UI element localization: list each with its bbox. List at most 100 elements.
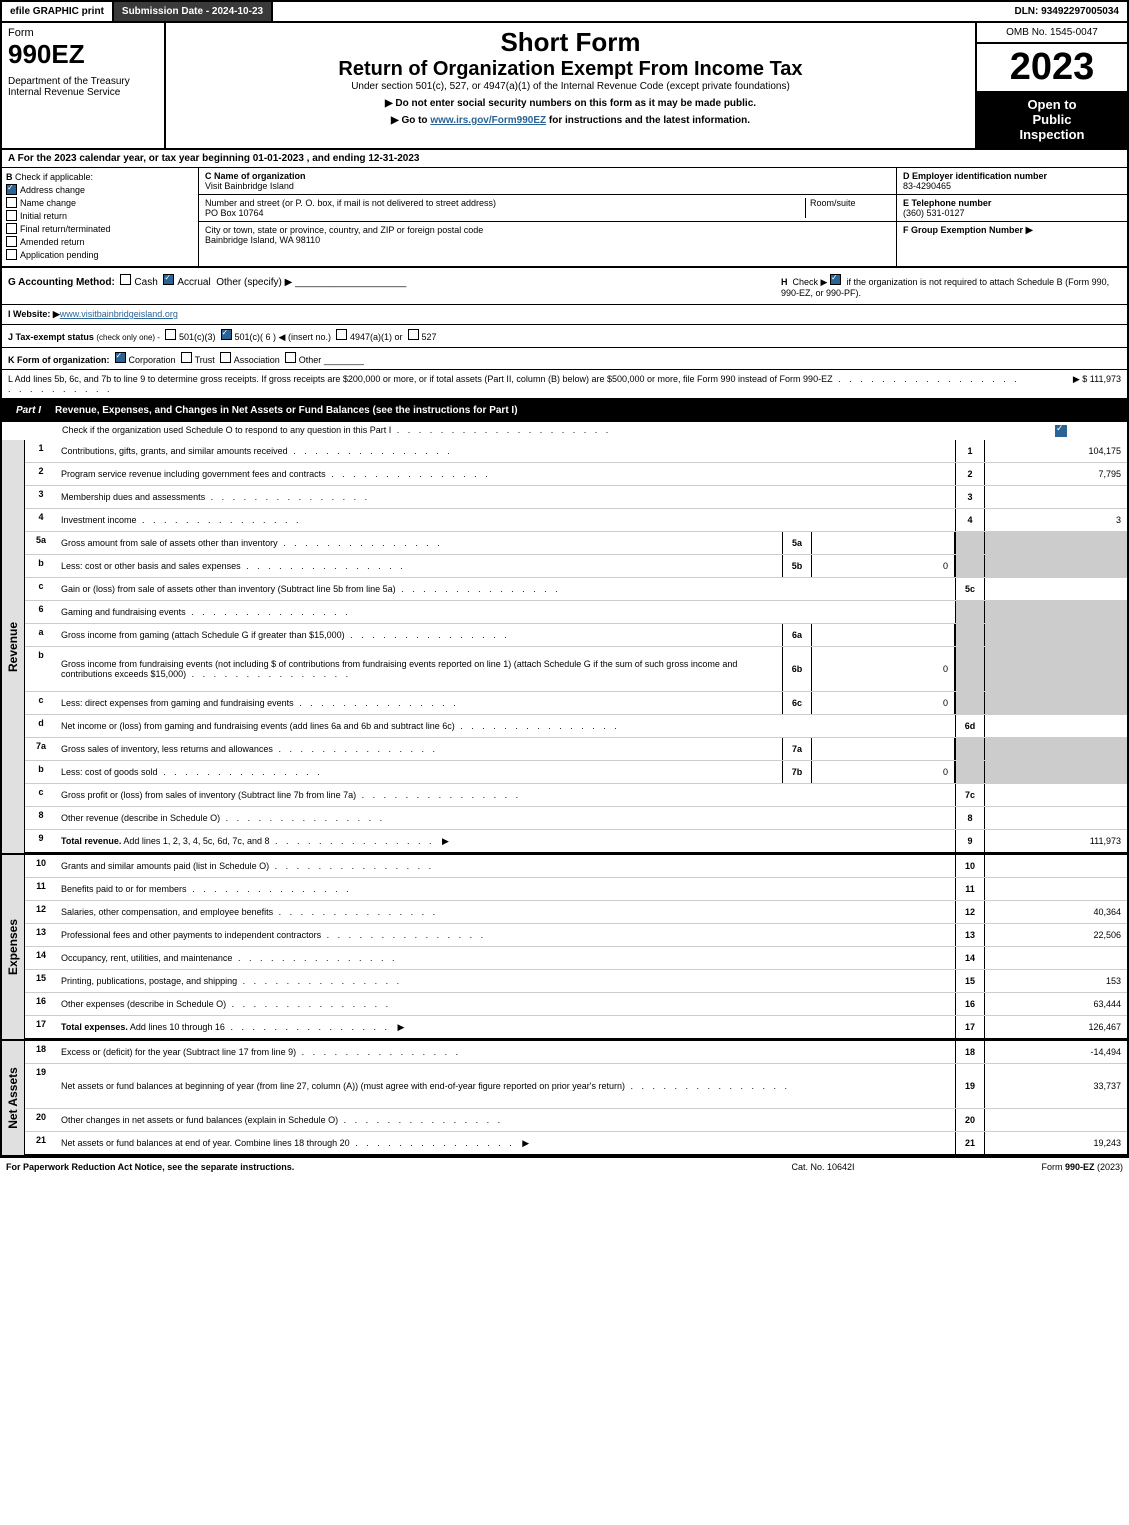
line-num-13: 13 [25, 924, 57, 946]
F-label: F Group Exemption Number [903, 225, 1023, 235]
right-num-14: 14 [955, 947, 985, 969]
line-desc-17: Total expenses. Add lines 10 through 16 … [57, 1016, 955, 1038]
line-5a: 5aGross amount from sale of assets other… [25, 532, 1127, 555]
net-assets-section: Net Assets 18Excess or (deficit) for the… [0, 1041, 1129, 1157]
line-desc-11: Benefits paid to or for members . . . . … [57, 878, 955, 900]
line-num-c: c [25, 692, 57, 714]
B-checkbox-1[interactable] [6, 197, 17, 208]
right-val-shade-b [985, 555, 1127, 577]
line-14: 14Occupancy, rent, utilities, and mainte… [25, 947, 1127, 970]
inline-num-5a: 5a [782, 532, 812, 554]
right-val-7c [985, 784, 1127, 806]
topbar-spacer [273, 2, 1006, 21]
B-checkbox-3[interactable] [6, 223, 17, 234]
right-val-8 [985, 807, 1127, 829]
E-label: E Telephone number [903, 198, 991, 208]
J-4947-checkbox[interactable] [336, 329, 347, 340]
J-opt1: 501(c)(3) [179, 332, 216, 342]
line-desc-c: Gross profit or (loss) from sales of inv… [57, 784, 955, 806]
B-checkbox-2[interactable] [6, 210, 17, 221]
G-label: G Accounting Method: [8, 277, 115, 288]
right-val-15: 153 [985, 970, 1127, 992]
efile-print-button[interactable]: efile GRAPHIC print [2, 2, 114, 21]
net-assets-side-label: Net Assets [2, 1041, 25, 1155]
B-checkbox-4[interactable] [6, 236, 17, 247]
inline-num-6b: 6b [782, 647, 812, 691]
inline-num-5b: 5b [782, 555, 812, 577]
revenue-side-label: Revenue [2, 440, 25, 853]
right-val-1: 104,175 [985, 440, 1127, 462]
form-header: Form 990EZ Department of the Treasury In… [0, 23, 1129, 150]
J-opt3: 4947(a)(1) or [350, 332, 403, 342]
paperwork-notice: For Paperwork Reduction Act Notice, see … [6, 1162, 723, 1172]
line-num-17: 17 [25, 1016, 57, 1038]
right-num-shade-c [955, 692, 985, 714]
line-desc-a: Gross income from gaming (attach Schedul… [57, 624, 782, 646]
line-desc-16: Other expenses (describe in Schedule O) … [57, 993, 955, 1015]
inline-num-6c: 6c [782, 692, 812, 714]
L-value: ▶ $ 111,973 [1021, 374, 1121, 394]
K-opt-2: Association [234, 355, 280, 365]
K-assoc-checkbox[interactable] [220, 352, 231, 363]
right-val-shade-c [985, 692, 1127, 714]
J-501c3-checkbox[interactable] [165, 329, 176, 340]
K-opt-0: Corporation [129, 355, 176, 365]
website-link[interactable]: www.visitbainbridgeisland.org [60, 309, 178, 319]
right-num-5c: 5c [955, 578, 985, 600]
B-checkbox-0[interactable] [6, 184, 17, 195]
line-13: 13Professional fees and other payments t… [25, 924, 1127, 947]
line-8: 8Other revenue (describe in Schedule O) … [25, 807, 1127, 830]
line-desc-12: Salaries, other compensation, and employ… [57, 901, 955, 923]
line-num-b: b [25, 761, 57, 783]
inline-num-7a: 7a [782, 738, 812, 760]
B-label-3: Final return/terminated [20, 224, 111, 234]
ein-value: 83-4290465 [903, 181, 951, 191]
right-num-4: 4 [955, 509, 985, 531]
line-desc-7a: Gross sales of inventory, less returns a… [57, 738, 782, 760]
right-val-shade-b [985, 647, 1127, 691]
part-I-label: Part I [10, 405, 47, 416]
form-word: Form [8, 27, 158, 39]
J-note: (check only one) - [96, 333, 160, 342]
J-opt2: 501(c)( 6 ) ◀ (insert no.) [235, 332, 331, 342]
line-desc-3: Membership dues and assessments . . . . … [57, 486, 955, 508]
line-4: 4Investment income . . . . . . . . . . .… [25, 509, 1127, 532]
K-corp-checkbox[interactable] [115, 352, 126, 363]
line-desc-b: Less: cost of goods sold . . . . . . . .… [57, 761, 782, 783]
line-desc-8: Other revenue (describe in Schedule O) .… [57, 807, 955, 829]
I-label: I Website: ▶ [8, 309, 60, 319]
open-to-public-box: Open to Public Inspection [977, 91, 1127, 148]
line-num-a: a [25, 624, 57, 646]
H-text: Check ▶ [793, 277, 828, 287]
J-501c-checkbox[interactable] [221, 329, 232, 340]
part-I-title: Revenue, Expenses, and Changes in Net As… [55, 405, 1119, 416]
line-num-3: 3 [25, 486, 57, 508]
header-center: Short Form Return of Organization Exempt… [166, 23, 977, 148]
section-G-H: G Accounting Method: Cash Accrual Other … [0, 268, 1129, 305]
line-num-11: 11 [25, 878, 57, 900]
right-num-12: 12 [955, 901, 985, 923]
B-checkbox-5[interactable] [6, 249, 17, 260]
right-val-4: 3 [985, 509, 1127, 531]
K-other-checkbox[interactable] [285, 352, 296, 363]
part-I-sub: Check if the organization used Schedule … [0, 422, 1129, 440]
right-val-shade-5a [985, 532, 1127, 554]
right-val-shade-a [985, 624, 1127, 646]
J-527-checkbox[interactable] [408, 329, 419, 340]
line-desc-15: Printing, publications, postage, and shi… [57, 970, 955, 992]
header-left: Form 990EZ Department of the Treasury In… [2, 23, 166, 148]
line-num-12: 12 [25, 901, 57, 923]
line-num-14: 14 [25, 947, 57, 969]
line-num-20: 20 [25, 1109, 57, 1131]
right-val-6 [985, 601, 1127, 623]
line-15: 15Printing, publications, postage, and s… [25, 970, 1127, 993]
cash-checkbox[interactable] [120, 274, 131, 285]
under-section-note: Under section 501(c), 527, or 4947(a)(1)… [170, 81, 971, 92]
accrual-checkbox[interactable] [163, 274, 174, 285]
irs-link[interactable]: www.irs.gov/Form990EZ [430, 115, 546, 126]
H-checkbox[interactable] [830, 274, 841, 285]
K-trust-checkbox[interactable] [181, 352, 192, 363]
col-DEF: D Employer identification number 83-4290… [897, 168, 1127, 266]
right-num-13: 13 [955, 924, 985, 946]
line-desc-9: Total revenue. Add lines 1, 2, 3, 4, 5c,… [57, 830, 955, 852]
